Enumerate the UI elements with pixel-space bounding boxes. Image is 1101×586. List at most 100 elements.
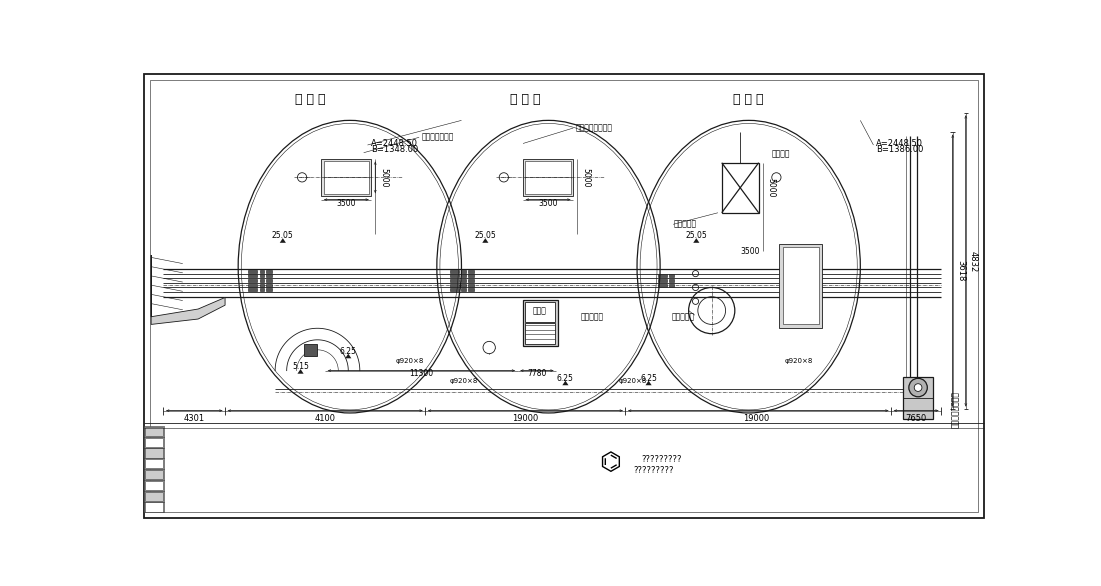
Text: 原 灰 库: 原 灰 库 [295,93,325,106]
Text: φ920×8: φ920×8 [785,359,813,364]
Text: A=2448.50: A=2448.50 [875,139,923,148]
Text: 分选机: 分选机 [533,307,547,316]
Bar [144,448,164,458]
Bar [468,284,473,287]
Bar [461,279,466,282]
Text: ⌬: ⌬ [599,451,621,475]
Text: 5000: 5000 [766,178,775,197]
Bar [525,161,570,178]
Bar [145,438,163,447]
Bar [265,274,272,277]
Text: 11300: 11300 [410,369,434,378]
Bar [248,288,258,291]
Bar [722,163,759,213]
Bar [304,343,317,356]
Bar [144,437,164,448]
Text: 3500: 3500 [741,247,760,255]
Text: φ920×8: φ920×8 [619,379,647,384]
Text: 3500: 3500 [336,199,356,208]
Circle shape [914,384,922,391]
Bar [145,470,163,479]
Bar [669,279,674,282]
Text: φ920×8: φ920×8 [395,359,424,364]
Bar [321,159,371,196]
Bar [265,288,272,291]
Bar [144,458,164,469]
Bar [450,270,459,273]
Text: 5000: 5000 [581,168,590,187]
Bar [450,288,459,291]
Bar [780,244,821,328]
Polygon shape [694,238,699,243]
Bar [461,288,466,291]
Bar [248,284,258,287]
Text: 19000: 19000 [743,414,770,423]
Text: 库底终端阀: 库底终端阀 [674,220,697,229]
Bar [903,377,934,419]
Polygon shape [346,354,351,358]
Polygon shape [563,381,568,385]
Bar [145,502,163,512]
Bar [260,270,264,273]
Bar [145,427,163,436]
Bar [450,284,459,287]
Text: φ920×8: φ920×8 [449,379,478,384]
Text: 5.15: 5.15 [292,362,309,372]
Text: A=2448.50: A=2448.50 [371,139,418,148]
Text: 7650: 7650 [905,414,926,423]
Text: 5000: 5000 [379,168,389,187]
Text: 6.25: 6.25 [557,374,574,383]
Bar [144,469,164,480]
Bar [260,284,264,287]
Bar [265,279,272,282]
Bar [783,247,819,323]
Circle shape [908,379,927,397]
Bar [523,300,558,346]
Bar [468,288,473,291]
Bar [468,279,473,282]
Bar [260,274,264,277]
Text: 3618: 3618 [956,260,964,281]
Text: 4301: 4301 [184,414,205,423]
Text: 7780: 7780 [527,369,546,378]
Text: 6.25: 6.25 [640,374,657,383]
Bar [461,270,466,273]
Text: 电动葫芦: 电动葫芦 [772,149,791,158]
Bar [248,270,258,273]
Text: ?????????: ????????? [641,455,682,465]
Circle shape [483,342,495,354]
Text: 库底切换阀: 库底切换阀 [581,312,604,321]
Text: B=1348.00: B=1348.00 [371,145,418,154]
Bar [144,480,164,490]
Polygon shape [482,238,489,243]
Text: 3500: 3500 [538,199,557,208]
Text: 细 灰 库: 细 灰 库 [733,93,764,106]
Bar [669,284,674,287]
Bar [450,274,459,277]
Polygon shape [297,369,304,374]
Text: 25.05: 25.05 [272,231,294,240]
Polygon shape [151,255,225,325]
Bar [265,284,272,287]
Bar [525,178,570,193]
Text: 25.05: 25.05 [686,231,707,240]
Bar [461,274,466,277]
Text: B=1386.00: B=1386.00 [875,145,923,154]
Bar [324,161,369,178]
Bar [657,279,667,282]
Bar [669,274,674,277]
Bar [324,178,369,193]
Text: 旋风分离器: 旋风分离器 [672,312,695,321]
Text: 粗 灰 库: 粗 灰 库 [510,93,541,106]
Bar [248,274,258,277]
Bar [145,448,163,458]
Bar [248,279,258,282]
Bar [144,426,164,437]
Bar [525,323,555,343]
Bar [144,502,164,512]
Bar [461,284,466,287]
Text: 19000: 19000 [512,414,538,423]
Bar [144,490,164,502]
Text: 4832: 4832 [969,251,978,272]
Text: 脱碳高压离心风机: 脱碳高压离心风机 [950,391,960,428]
